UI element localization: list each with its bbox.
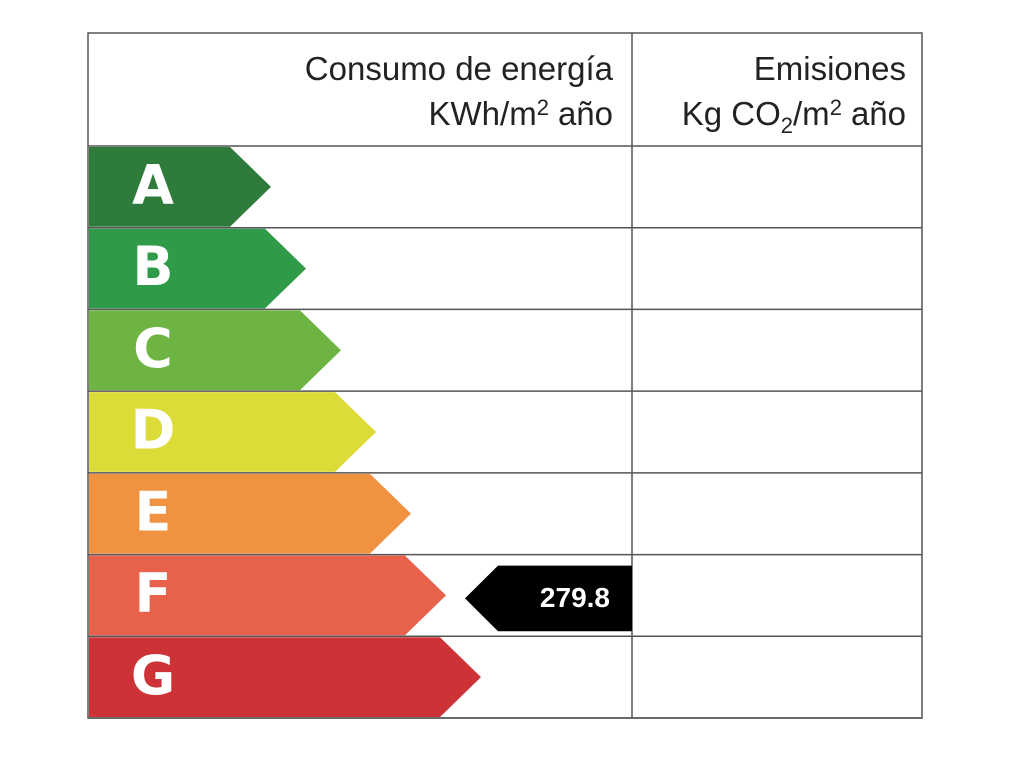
unit-part: año bbox=[851, 95, 906, 132]
rating-letter: A bbox=[132, 153, 174, 216]
emissions-unit: Kg CO2/m2 año bbox=[682, 95, 906, 138]
rating-letter: D bbox=[131, 399, 176, 462]
value-label: 279.8 bbox=[540, 582, 610, 613]
rating-letter: C bbox=[133, 317, 173, 380]
rating-arrow bbox=[89, 637, 481, 717]
rating-arrow bbox=[89, 392, 376, 472]
rating-arrow bbox=[89, 473, 411, 554]
unit-part: año bbox=[558, 95, 613, 132]
unit-part: KWh/m bbox=[429, 95, 537, 132]
emissions-title: Emisiones bbox=[754, 50, 906, 87]
rating-letter: F bbox=[135, 562, 172, 625]
rating-letter: B bbox=[132, 235, 173, 298]
rating-letter: E bbox=[135, 480, 172, 543]
unit-sup: 2 bbox=[537, 95, 549, 120]
unit-part: Kg CO bbox=[682, 95, 781, 132]
rating-arrow bbox=[89, 555, 446, 636]
energy-unit: KWh/m2 año bbox=[429, 95, 613, 132]
unit-sup: 2 bbox=[830, 95, 842, 120]
rating-arrow bbox=[89, 147, 271, 227]
unit-part: /m bbox=[793, 95, 830, 132]
unit-sub: 2 bbox=[781, 113, 793, 138]
value-marker bbox=[465, 565, 632, 632]
energy-title: Consumo de energía bbox=[305, 50, 614, 87]
rating-arrow bbox=[89, 228, 306, 309]
rating-letter: G bbox=[131, 644, 175, 707]
rating-arrow bbox=[89, 310, 341, 391]
